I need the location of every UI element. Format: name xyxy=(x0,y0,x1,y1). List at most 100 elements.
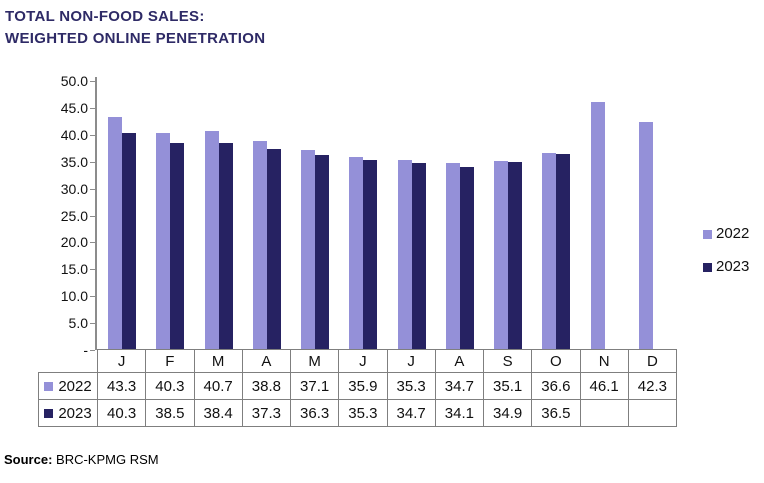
table-value-cell: 46.1 xyxy=(579,372,629,400)
chart-title-line1: TOTAL NON-FOOD SALES: xyxy=(5,8,205,25)
bar-2022-M-4 xyxy=(301,150,315,350)
legend-label: 2023 xyxy=(716,258,750,275)
table-value-cell: 38.5 xyxy=(145,399,195,427)
y-axis-tick xyxy=(90,350,95,351)
legend-swatch-2023 xyxy=(703,263,712,272)
series-label-cell: 2022 xyxy=(38,372,98,400)
month-header-cell: O xyxy=(531,349,581,373)
bar-2023-J-5 xyxy=(363,160,377,350)
bar-2023-J-0 xyxy=(122,133,136,350)
month-header-cell: M xyxy=(289,349,340,373)
month-header-cell: F xyxy=(145,349,195,373)
series-swatch-2023 xyxy=(44,408,54,418)
table-value-cell: 38.4 xyxy=(193,399,243,427)
bar-2022-J-5 xyxy=(349,157,363,350)
y-axis-label: 20.0 xyxy=(60,234,88,250)
table-value-cell: 34.9 xyxy=(482,399,533,427)
y-axis-label: 50.0 xyxy=(60,73,88,89)
table-value-cell: 34.7 xyxy=(434,372,485,400)
month-header-cell: D xyxy=(627,349,678,373)
bar-2022-F-1 xyxy=(156,133,170,350)
table-value-cell: 40.3 xyxy=(145,372,195,400)
y-axis-tick xyxy=(90,135,95,136)
month-header-cell: M xyxy=(193,349,243,373)
y-axis-label: - xyxy=(83,342,88,358)
table-value-cell: 40.3 xyxy=(96,399,147,427)
table-value-cell: 36.6 xyxy=(531,372,581,400)
y-axis-tick xyxy=(90,323,95,324)
y-axis-label: 40.0 xyxy=(60,127,88,143)
y-axis-label: 35.0 xyxy=(60,154,88,170)
bar-2023-S-8 xyxy=(508,162,522,350)
bar-2023-A-3 xyxy=(267,149,281,350)
data-table: J F M A M J J A S O N D 2022 43.3 40.3 40.7 38.8 37.1 35.9… xyxy=(38,349,678,427)
bar-2022-J-6 xyxy=(398,160,412,350)
month-header-cell: J xyxy=(338,349,388,373)
table-value-cell: 38.8 xyxy=(241,372,292,400)
source-text: BRC-KPMG RSM xyxy=(56,452,159,467)
table-value-cell: 43.3 xyxy=(96,372,147,400)
table-value-cell: 35.1 xyxy=(482,372,533,400)
bar-2022-A-7 xyxy=(446,163,460,350)
table-value-cell: 34.7 xyxy=(386,399,436,427)
table-value-cell xyxy=(579,399,629,427)
table-value-cell: 42.3 xyxy=(627,372,678,400)
y-axis-label: 30.0 xyxy=(60,181,88,197)
bar-2022-S-8 xyxy=(494,161,508,350)
y-axis-tick xyxy=(90,296,95,297)
y-axis-tick xyxy=(90,242,95,243)
bar-2022-M-2 xyxy=(205,131,219,350)
table-value-cell: 35.3 xyxy=(386,372,436,400)
bar-2022-O-9 xyxy=(542,153,556,350)
y-axis-label: 45.0 xyxy=(60,100,88,116)
legend-item-2022: 2022 xyxy=(703,226,749,242)
y-axis-tick xyxy=(90,108,95,109)
y-axis-line xyxy=(95,77,97,350)
y-axis-tick xyxy=(90,216,95,217)
y-axis-tick xyxy=(90,162,95,163)
data-table-wrap: J F M A M J J A S O N D 2022 43.3 40.3 40.7 38.8 37.1 35.9… xyxy=(38,349,678,427)
bar-2023-M-2 xyxy=(219,143,233,350)
table-row-2023: 2023 40.3 38.5 38.4 37.3 36.3 35.3 34.7 34.1 34.9… xyxy=(38,399,678,427)
table-value-cell: 36.3 xyxy=(289,399,340,427)
bar-2023-M-4 xyxy=(315,155,329,350)
table-value-cell: 35.3 xyxy=(338,399,388,427)
table-value-cell: 37.3 xyxy=(241,399,292,427)
table-value-cell xyxy=(627,399,678,427)
y-axis-tick xyxy=(90,81,95,82)
month-header-cell: J xyxy=(386,349,436,373)
y-axis-tick xyxy=(90,269,95,270)
table-value-cell: 36.5 xyxy=(531,399,581,427)
table-value-cell: 34.1 xyxy=(434,399,485,427)
table-value-cell: 40.7 xyxy=(193,372,243,400)
y-axis-label: 15.0 xyxy=(60,261,88,277)
legend-label: 2022 xyxy=(716,225,750,242)
table-row-2022: 2022 43.3 40.3 40.7 38.8 37.1 35.9 35.3 34.7 35.1… xyxy=(38,372,678,400)
bar-2022-N-10 xyxy=(591,102,605,350)
table-corner-cell xyxy=(39,350,98,373)
legend-swatch-2022 xyxy=(703,230,712,239)
bar-2023-J-6 xyxy=(412,163,426,350)
y-axis-label: 10.0 xyxy=(60,288,88,304)
month-header-cell: A xyxy=(241,349,292,373)
bar-2023-O-9 xyxy=(556,154,570,350)
table-value-cell: 37.1 xyxy=(289,372,340,400)
y-axis-label: 5.0 xyxy=(68,315,88,331)
month-header-cell: A xyxy=(434,349,485,373)
source-note: Source: BRC-KPMG RSM xyxy=(4,452,159,467)
month-header-cell: S xyxy=(482,349,533,373)
bar-2023-A-7 xyxy=(460,167,474,350)
chart-title: TOTAL NON-FOOD SALES: WEIGHTED ONLINE PE… xyxy=(5,6,265,50)
bar-2022-A-3 xyxy=(253,141,267,350)
month-header-cell: N xyxy=(579,349,629,373)
table-value-cell: 35.9 xyxy=(338,372,388,400)
legend-item-2023: 2023 xyxy=(703,259,749,275)
chart-title-line2: WEIGHTED ONLINE PENETRATION xyxy=(5,30,266,47)
source-label: Source: xyxy=(4,452,53,467)
bar-2023-F-1 xyxy=(170,143,184,350)
bar-2022-J-0 xyxy=(108,117,122,350)
bar-2022-D-11 xyxy=(639,122,653,350)
series-swatch-2022 xyxy=(44,381,54,391)
y-axis-label: 25.0 xyxy=(60,208,88,224)
